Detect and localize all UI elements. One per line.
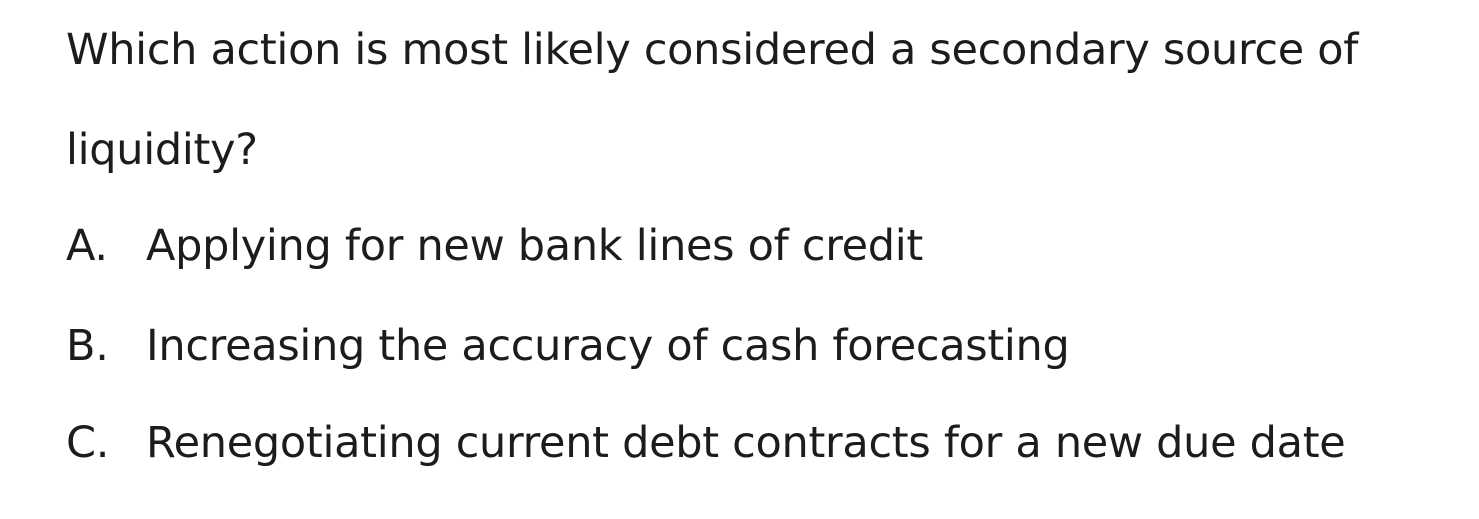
option-letter: C. bbox=[66, 418, 110, 468]
question-text-line-1: Which action is most likely considered a… bbox=[66, 25, 1359, 75]
option-text: Increasing the accuracy of cash forecast… bbox=[146, 321, 1070, 371]
option-letter: A. bbox=[66, 221, 108, 271]
option-text: Renegotiating current debt contracts for… bbox=[146, 418, 1346, 468]
question-text-line-2: liquidity? bbox=[66, 125, 258, 175]
option-a: A. Applying for new bank lines of credit bbox=[66, 218, 923, 274]
option-text: Applying for new bank lines of credit bbox=[146, 221, 923, 271]
option-letter: B. bbox=[66, 321, 109, 371]
option-c: C. Renegotiating current debt contracts f… bbox=[66, 415, 1346, 471]
option-b: B. Increasing the accuracy of cash foreca… bbox=[66, 318, 1070, 374]
